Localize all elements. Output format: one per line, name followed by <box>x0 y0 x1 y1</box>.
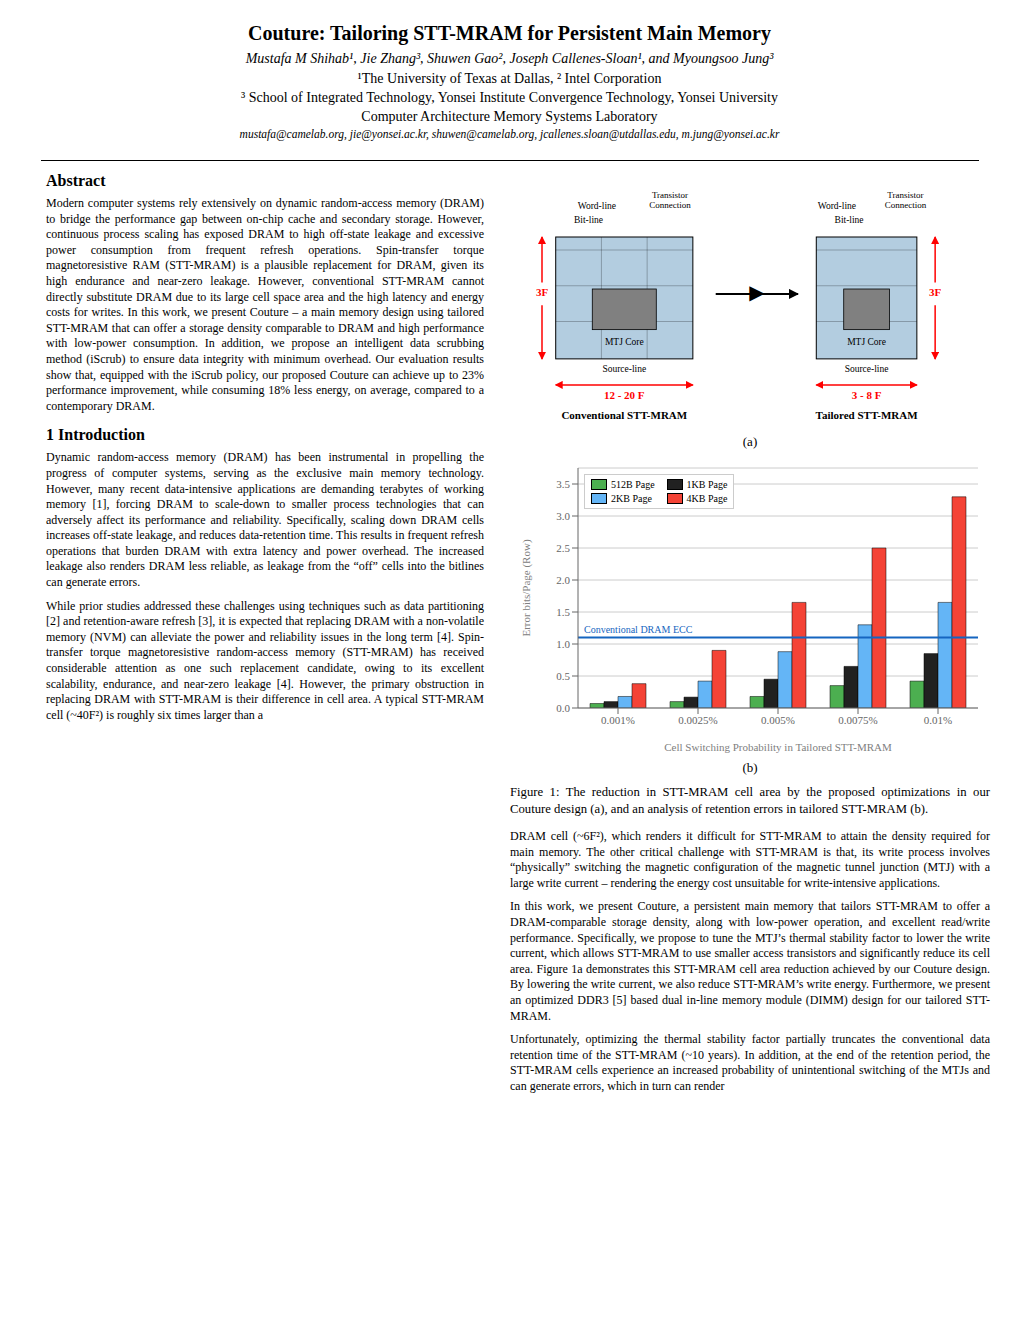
html-text:¹The University of Texas at Da: ¹The University of Texas at Dallas, ² In… <box>357 71 662 86</box>
svg-text:0.0075%: 0.0075% <box>838 714 877 726</box>
svg-text:2.5: 2.5 <box>556 542 570 554</box>
svg-text:Word-line: Word-line <box>578 201 616 211</box>
html-text:Computer Architecture Memory S: Computer Architecture Memory Systems Lab… <box>361 109 658 124</box>
svg-text:TransistorConnection: TransistorConnection <box>885 190 927 210</box>
svg-text:3F: 3F <box>929 286 942 298</box>
svg-text:0.0025%: 0.0025% <box>678 714 717 726</box>
svg-text:Bit-line: Bit-line <box>835 215 864 225</box>
html-text:2KB Page: 2KB Page <box>611 493 652 504</box>
svg-text:Source-line: Source-line <box>845 364 889 374</box>
svg-text:0.5: 0.5 <box>556 670 570 682</box>
svg-text:TransistorConnection: TransistorConnection <box>649 190 691 210</box>
html-text:Couture: Tailoring STT-MRAM fo: Couture: Tailoring STT-MRAM for Persiste… <box>248 22 771 44</box>
html-text:While prior studies addressed: While prior studies addressed these chal… <box>46 598 484 722</box>
svg-text:MTJ Core: MTJ Core <box>605 337 644 347</box>
html-text:In this work, we present Coutu: In this work, we present Couture, a pers… <box>510 899 990 1023</box>
svg-text:Conventional STT-MRAM: Conventional STT-MRAM <box>561 409 687 421</box>
html-text:(a): (a) <box>742 434 758 449</box>
html-text:Abstract: Abstract <box>46 172 106 189</box>
html-text:mustafa@camelab.org, jie@yonse: mustafa@camelab.org, jie@yonsei.ac.kr, s… <box>239 128 780 140</box>
svg-text:Tailored STT-MRAM: Tailored STT-MRAM <box>816 409 919 421</box>
html-text:(b): (b) <box>742 760 758 775</box>
html-text:Unfortunately, optimizing the: Unfortunately, optimizing the thermal st… <box>510 1032 990 1093</box>
svg-text:0.0: 0.0 <box>556 702 570 714</box>
html-text:1KB Page: 1KB Page <box>686 479 728 490</box>
svg-text:0.001%: 0.001% <box>601 714 635 726</box>
svg-text:Cell Switching Probability in: Cell Switching Probability in Tailored S… <box>664 741 892 753</box>
svg-text:3F: 3F <box>536 286 549 298</box>
svg-text:0.01%: 0.01% <box>924 714 952 726</box>
svg-text:Word-line: Word-line <box>818 201 856 211</box>
svg-text:Conventional DRAM ECC: Conventional DRAM ECC <box>584 624 693 635</box>
html-text:512B Page: 512B Page <box>611 479 655 490</box>
svg-text:12 - 20 F: 12 - 20 F <box>604 389 645 401</box>
svg-text:Source-line: Source-line <box>602 364 646 374</box>
svg-text:Error bits/Page (Row): Error bits/Page (Row) <box>520 539 533 636</box>
html-text:Modern computer systems rely e: Modern computer systems rely extensively… <box>46 196 484 413</box>
svg-text:Bit-line: Bit-line <box>574 215 603 225</box>
svg-text:▶: ▶ <box>749 280 765 304</box>
html-text:³ School of Integrated Technol: ³ School of Integrated Technology, Yonse… <box>241 90 778 105</box>
svg-text:1.5: 1.5 <box>556 606 570 618</box>
svg-text:3.0: 3.0 <box>556 510 570 522</box>
svg-text:2.0: 2.0 <box>556 574 570 586</box>
html-text:4KB Page: 4KB Page <box>686 493 728 504</box>
svg-text:MTJ Core: MTJ Core <box>847 337 886 347</box>
html-text:1 Introduction: 1 Introduction <box>46 426 145 444</box>
html-text:Figure 1: The reduction in STT: Figure 1: The reduction in STT-MRAM cell… <box>510 785 990 816</box>
svg-text:3 - 8 F: 3 - 8 F <box>852 389 882 401</box>
html-text:Dynamic random-access memory (: Dynamic random-access memory (DRAM) has … <box>46 450 484 590</box>
html-text:Mustafa M Shihab¹, Jie Zhang³,: Mustafa M Shihab¹, Jie Zhang³, Shuwen Ga… <box>245 51 774 66</box>
svg-text:1.0: 1.0 <box>556 638 570 650</box>
svg-text:3.5: 3.5 <box>556 478 570 490</box>
svg-text:0.005%: 0.005% <box>761 714 795 726</box>
html-text:DRAM cell (~6F²), which render: DRAM cell (~6F²), which renders it diffi… <box>510 829 990 890</box>
